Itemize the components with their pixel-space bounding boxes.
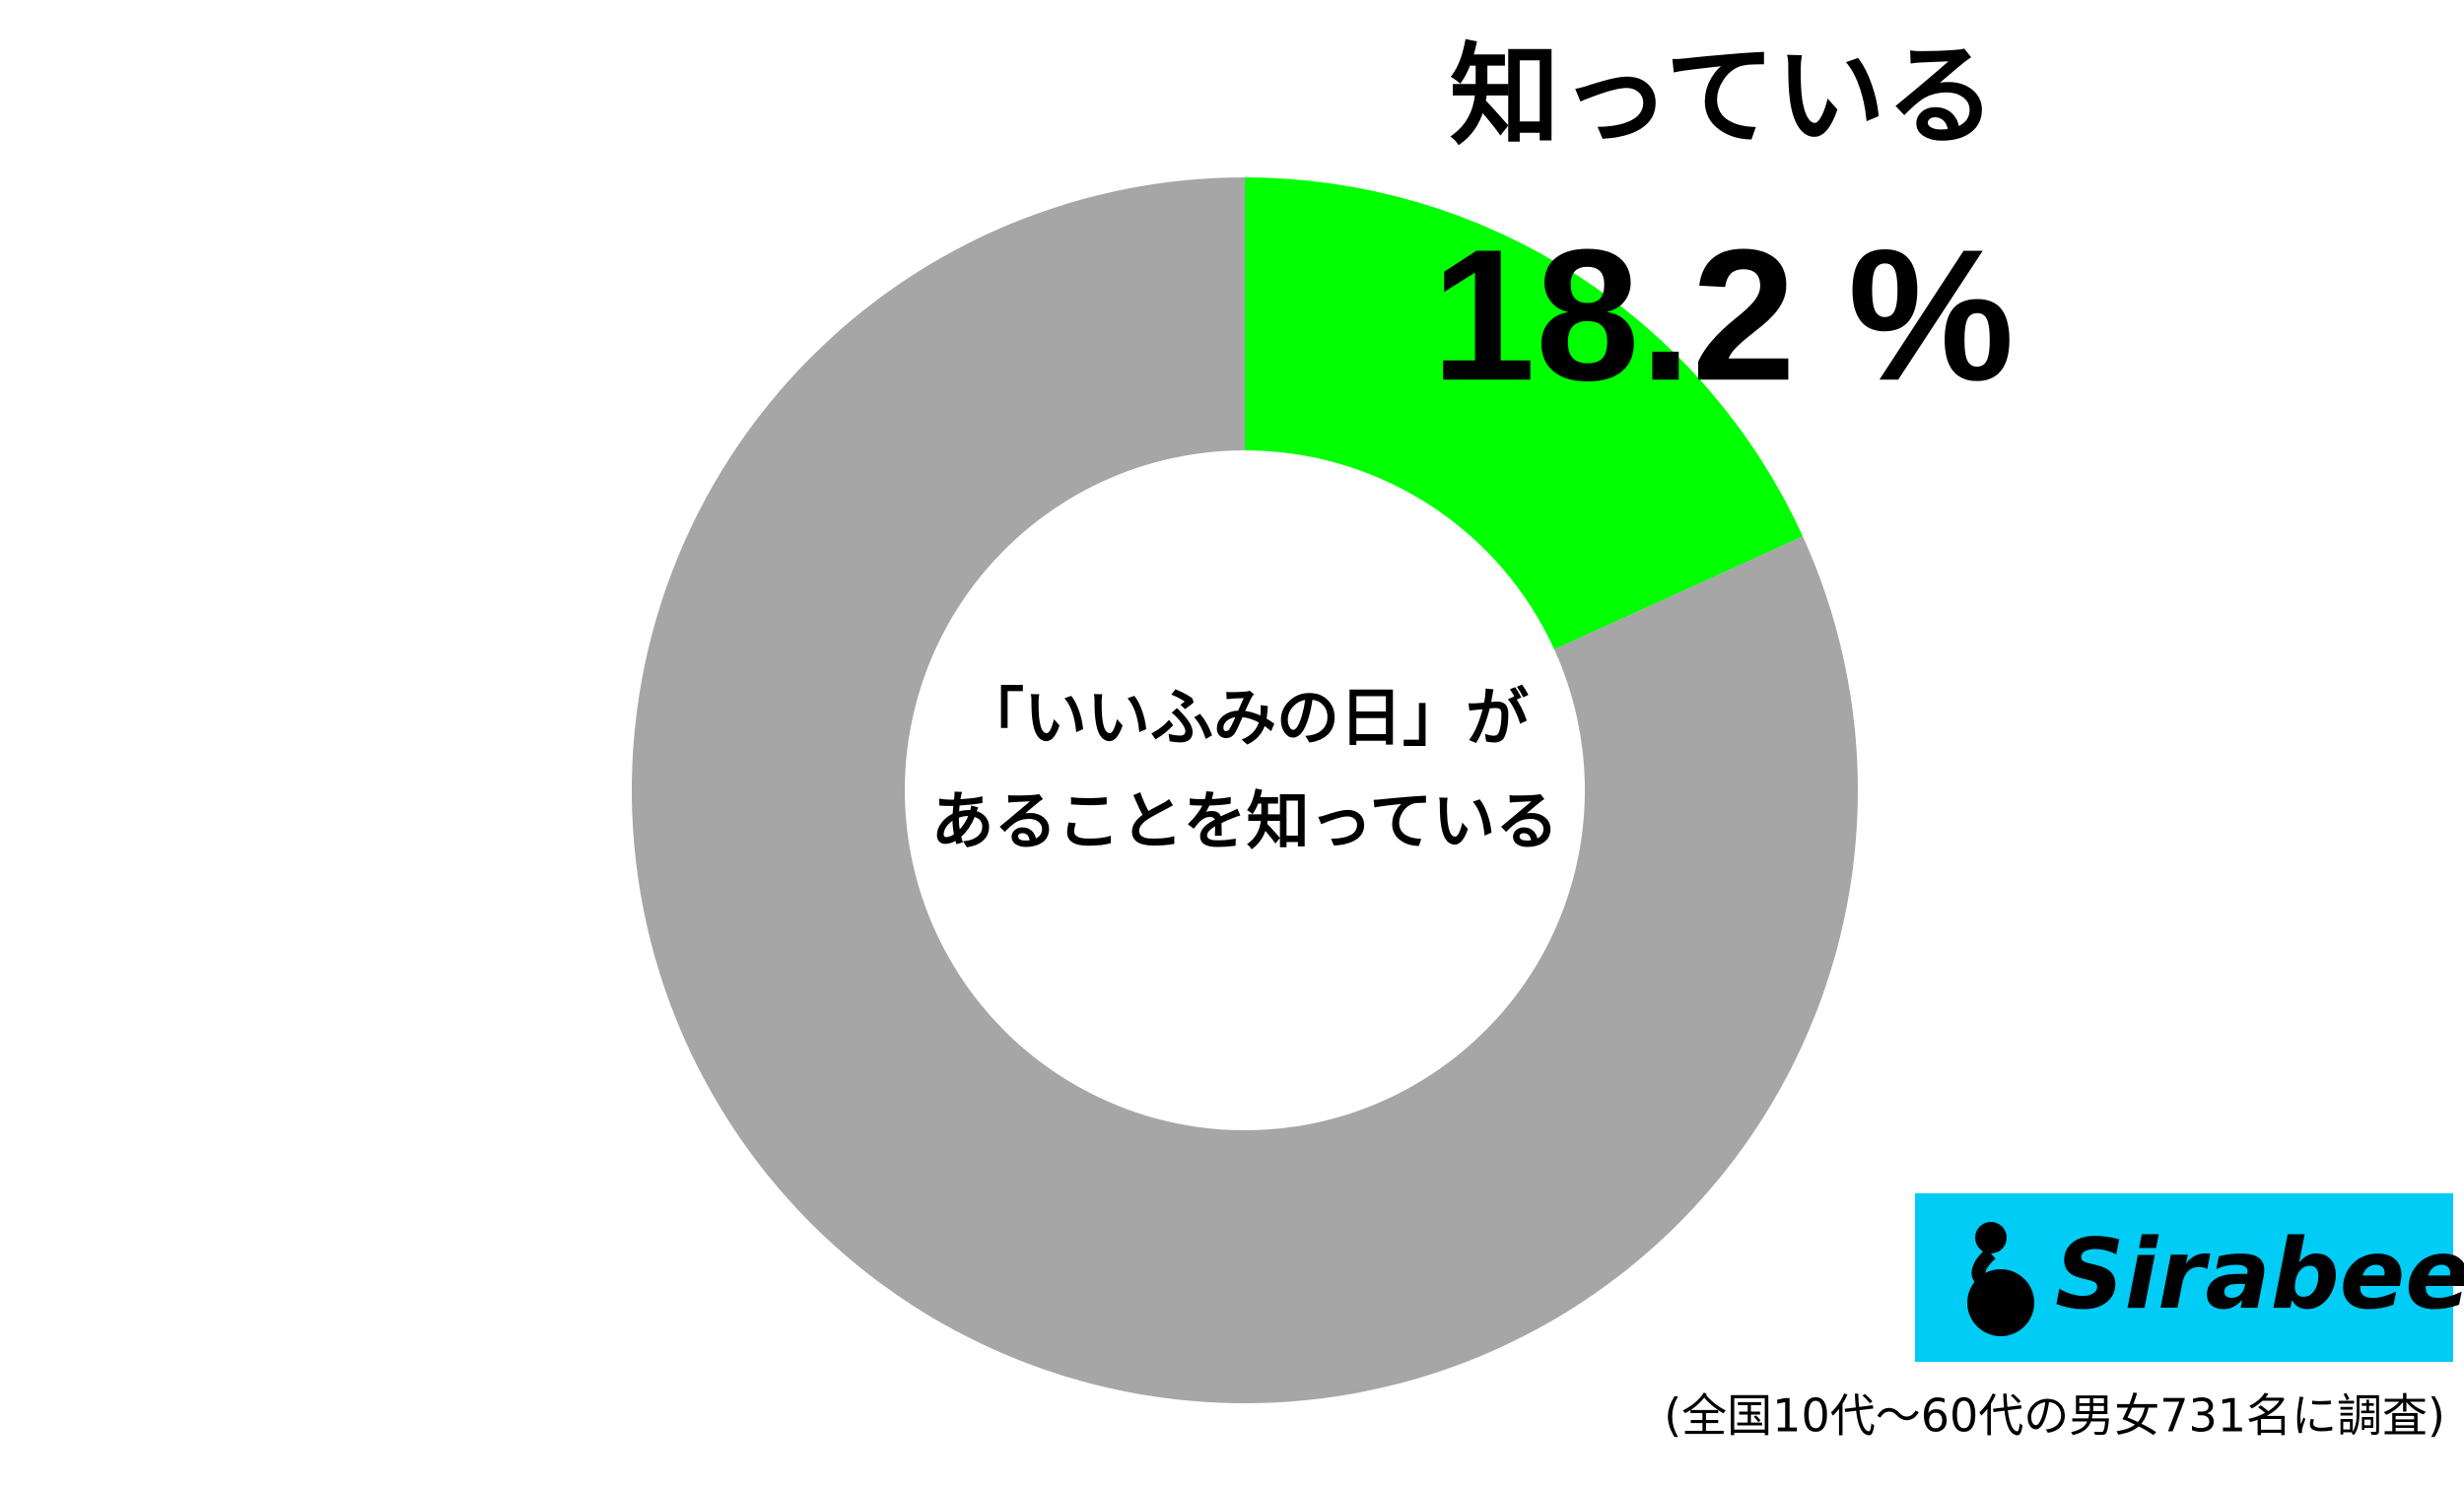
slice-value-label: 18.2 % <box>1431 211 2015 420</box>
center-label: あることを知っている <box>931 786 1559 859</box>
footnote: (全国10代～60代の男女731名に調査) <box>1664 1389 2445 1443</box>
donut-slice <box>632 177 1858 1404</box>
logo: Sirabee <box>1915 1193 2464 1362</box>
center-label: 「いいふみの日」が <box>961 683 1529 756</box>
donut-slice <box>1245 177 1804 650</box>
logo-icon <box>1975 1222 2007 1253</box>
slice-category-label: 知っている <box>1450 33 1996 161</box>
logo-text: Sirabee <box>2055 1219 2464 1331</box>
logo-icon <box>1967 1269 2034 1336</box>
logo-icon <box>1971 1248 1996 1287</box>
